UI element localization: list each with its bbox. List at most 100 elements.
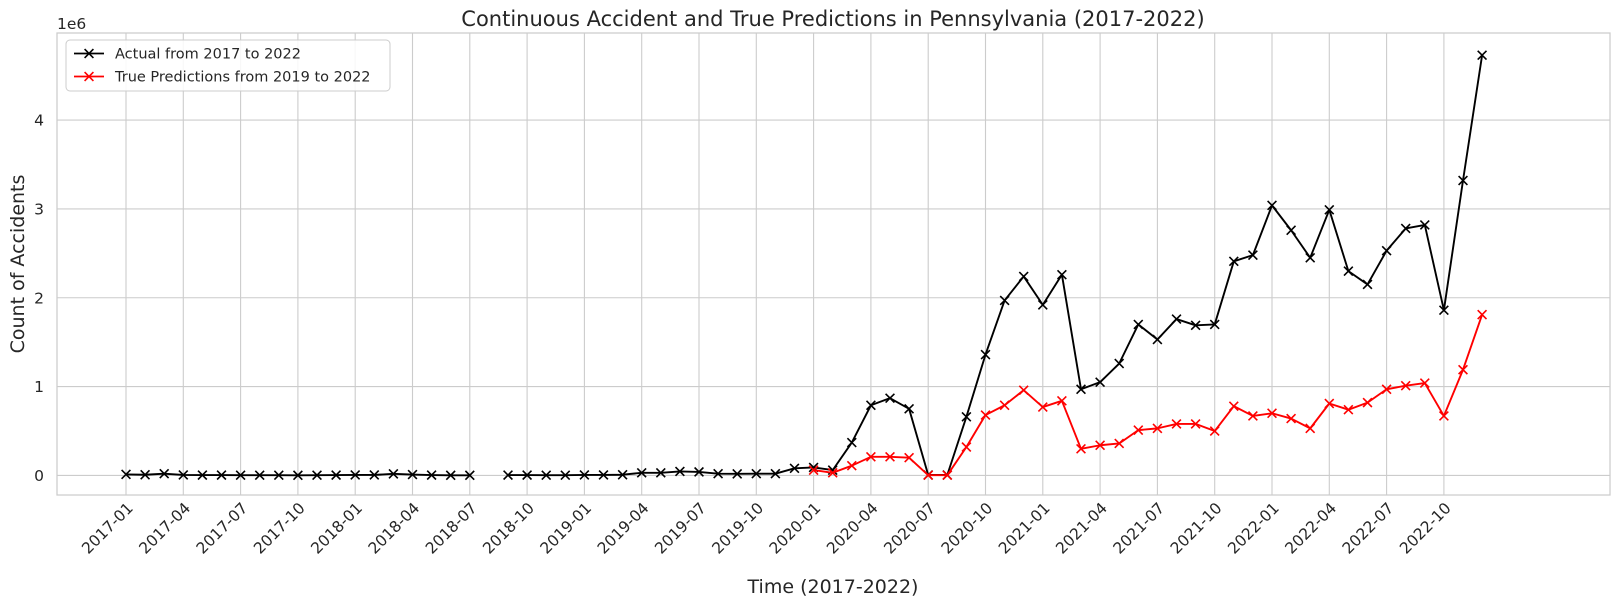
- data-point: [999, 400, 1010, 411]
- data-point: [1267, 200, 1277, 211]
- data-point: [1209, 426, 1220, 436]
- legend-entry-actual: Actual from 2017 to 2022: [74, 47, 301, 63]
- data-point: [1056, 269, 1067, 280]
- data-point: [369, 469, 380, 480]
- data-point: [1343, 404, 1354, 415]
- data-point: [121, 469, 131, 480]
- data-point: [636, 467, 647, 478]
- data-point: [1267, 408, 1277, 419]
- data-point: [846, 437, 857, 448]
- legend-label-predictions: True Predictions from 2019 to 2022: [114, 70, 371, 86]
- data-point: [655, 467, 666, 478]
- data-point: [388, 468, 399, 479]
- data-point: [923, 470, 934, 481]
- data-point: [1171, 314, 1182, 325]
- data-point: [1095, 440, 1106, 451]
- series-layer: [121, 50, 1488, 481]
- data-point: [1362, 397, 1373, 408]
- x-tick-label: 2022-10: [1396, 499, 1455, 558]
- data-point: [1018, 385, 1029, 396]
- data-point: [1076, 384, 1086, 395]
- series-1: [808, 309, 1488, 481]
- data-point: [1095, 377, 1106, 388]
- data-point: [751, 468, 762, 479]
- data-point: [1228, 256, 1239, 267]
- data-point: [904, 452, 915, 463]
- x-tick-label: 2021-07: [1110, 499, 1169, 558]
- data-point: [1114, 438, 1125, 449]
- data-point: [713, 468, 724, 479]
- data-point: [904, 403, 915, 414]
- data-point: [1076, 443, 1086, 454]
- data-point: [942, 470, 953, 481]
- data-point: [846, 460, 857, 471]
- y-axis-title: Count of Accidents: [7, 175, 29, 354]
- data-point: [980, 349, 991, 360]
- data-point: [865, 451, 876, 462]
- data-point: [1305, 423, 1316, 434]
- data-point: [961, 442, 972, 452]
- data-point: [961, 411, 972, 422]
- legend-entry-predictions: True Predictions from 2019 to 2022: [74, 70, 371, 86]
- data-point: [732, 468, 743, 479]
- series-0: [121, 50, 1488, 481]
- y-tick-label: 4: [34, 112, 44, 130]
- chart-title: Continuous Accident and True Predictions…: [461, 7, 1204, 31]
- data-point: [1343, 266, 1354, 277]
- data-point: [1247, 250, 1258, 261]
- plot-area: [56, 32, 1611, 496]
- legend-x-marker: [84, 71, 94, 82]
- x-tick-label: 2018-01: [308, 499, 367, 558]
- x-tick-label: 2022-07: [1339, 499, 1398, 558]
- data-point: [885, 451, 895, 462]
- data-point: [1438, 410, 1449, 421]
- data-point: [617, 469, 628, 480]
- data-point: [426, 470, 437, 481]
- data-point: [1381, 384, 1392, 395]
- x-tick-label: 2021-10: [1167, 499, 1226, 558]
- y-tick-label: 1: [34, 378, 44, 396]
- data-point: [1477, 309, 1488, 320]
- data-point: [541, 470, 552, 481]
- grid-lines: [57, 33, 1610, 495]
- data-point: [1228, 401, 1239, 412]
- x-tick-label: 2022-01: [1224, 499, 1283, 558]
- data-point: [1305, 252, 1316, 263]
- data-point: [140, 469, 151, 480]
- data-point: [999, 295, 1010, 306]
- data-point: [1400, 380, 1411, 391]
- data-point: [1362, 279, 1373, 290]
- y-tick-label: 2: [34, 289, 44, 307]
- x-tick-label: 2017-07: [193, 499, 252, 558]
- x-tick-label: 2020-01: [766, 499, 825, 558]
- x-tick-label: 2021-01: [995, 499, 1054, 558]
- data-point: [445, 470, 456, 481]
- data-point: [865, 400, 876, 411]
- data-point: [273, 470, 284, 481]
- data-point: [1133, 425, 1144, 436]
- data-point: [178, 469, 189, 480]
- data-point: [1286, 413, 1297, 424]
- data-point: [1419, 378, 1430, 389]
- data-point: [1037, 299, 1048, 310]
- data-point: [1324, 398, 1335, 409]
- data-point: [1458, 364, 1468, 375]
- data-point: [407, 469, 418, 480]
- x-tick-label: 2017-01: [78, 499, 137, 558]
- data-point: [522, 470, 533, 481]
- x-tick-label: 2018-10: [479, 499, 538, 558]
- x-tick-label: 2022-04: [1282, 499, 1341, 558]
- legend-x-marker: [84, 48, 94, 59]
- data-point: [1209, 319, 1220, 330]
- data-point: [292, 470, 303, 481]
- data-point: [1438, 305, 1449, 316]
- data-point: [1247, 410, 1258, 421]
- legend-marker-actual: [84, 48, 94, 59]
- data-point: [1037, 402, 1048, 413]
- data-point: [254, 470, 265, 481]
- legend: Actual from 2017 to 2022 True Prediction…: [65, 39, 391, 92]
- y-axis-multiplier: 1e6: [57, 15, 86, 33]
- x-tick-label: 2020-04: [823, 499, 882, 558]
